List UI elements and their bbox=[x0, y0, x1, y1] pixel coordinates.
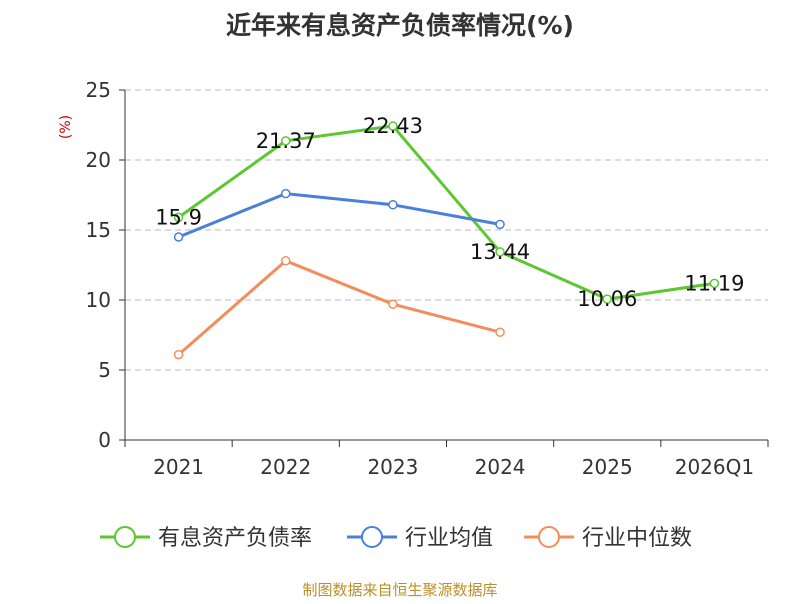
data-label: 22.43 bbox=[363, 114, 423, 138]
y-tick-label: 10 bbox=[86, 288, 111, 312]
legend-marker bbox=[361, 526, 383, 548]
legend-label: 行业均值 bbox=[405, 526, 493, 551]
data-point-0 bbox=[281, 136, 291, 146]
y-tick-label: 20 bbox=[86, 148, 111, 172]
data-point-0 bbox=[173, 212, 184, 223]
source-footer: 制图数据来自恒生聚源数据库 bbox=[302, 581, 497, 599]
data-point-0 bbox=[709, 278, 720, 289]
data-point-2 bbox=[388, 299, 398, 309]
legend-marker bbox=[538, 526, 560, 548]
series-line-2 bbox=[177, 259, 501, 356]
series-line-0 bbox=[177, 124, 715, 301]
data-point-2 bbox=[173, 349, 184, 360]
x-tick-label: 2024 bbox=[475, 455, 526, 479]
data-point-2 bbox=[281, 256, 291, 266]
data-point-0 bbox=[388, 121, 398, 131]
series-line-1 bbox=[178, 192, 501, 239]
legend-label: 行业中位数 bbox=[582, 526, 692, 551]
data-label: 15.9 bbox=[155, 205, 202, 229]
y-tick-label: 0 bbox=[98, 428, 111, 452]
y-tick-label: 5 bbox=[98, 358, 111, 382]
x-tick-label: 2023 bbox=[367, 455, 418, 479]
data-label: 13.44 bbox=[470, 240, 530, 264]
x-tick-label: 2025 bbox=[582, 455, 633, 479]
y-axis-label: (%) bbox=[58, 115, 74, 139]
legend-label: 有息资产负债率 bbox=[158, 526, 312, 551]
chart-title: 近年来有息资产负债率情况(%) bbox=[226, 11, 574, 40]
data-point-1 bbox=[173, 232, 184, 242]
y-tick-label: 15 bbox=[86, 218, 111, 242]
data-point-0 bbox=[602, 294, 612, 304]
series-group bbox=[173, 121, 720, 360]
data-point-1 bbox=[281, 188, 291, 199]
legend: 有息资产负债率 行业均值 行业中位数 bbox=[100, 526, 692, 551]
data-label: 10.06 bbox=[577, 287, 637, 311]
data-point-1 bbox=[388, 200, 398, 210]
data-point-2 bbox=[495, 327, 505, 337]
x-tick-label: 2021 bbox=[153, 455, 204, 479]
data-point-0 bbox=[495, 247, 505, 257]
grid-lines bbox=[125, 89, 768, 371]
data-labels: 15.9 21.37 22.43 13.44 10.06 11.19 bbox=[155, 114, 744, 311]
data-label: 21.37 bbox=[256, 129, 316, 153]
legend-marker bbox=[114, 526, 136, 548]
data-label: 11.19 bbox=[684, 271, 744, 295]
data-point-1 bbox=[495, 219, 505, 230]
x-tick-label: 2022 bbox=[260, 455, 311, 479]
y-tick-label: 25 bbox=[86, 78, 111, 102]
x-tick-label: 2026Q1 bbox=[675, 455, 754, 479]
